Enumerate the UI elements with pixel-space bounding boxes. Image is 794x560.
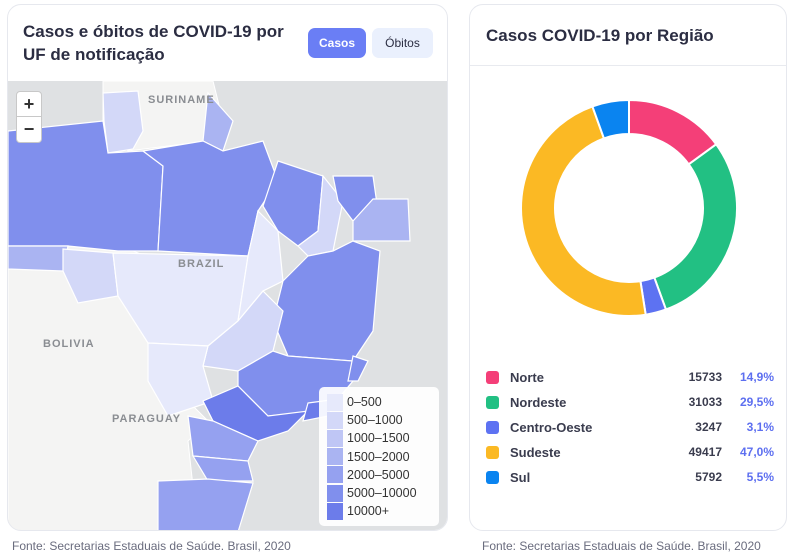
region-percentage: 5,5% (746, 470, 774, 484)
donut-slice-sudeste[interactable] (520, 105, 647, 317)
legend-row: 2000–5000 (327, 466, 431, 484)
region-color-swatch (486, 420, 499, 434)
legend-row: 1000–1500 (327, 429, 431, 447)
region-chart-title: Casos COVID-19 por Região (486, 26, 714, 45)
choropleth-map[interactable]: SURINAME BRAZIL BOLIVIA PARAGUAY + − 0–5… (8, 81, 447, 530)
legend-swatch (327, 502, 343, 520)
region-row[interactable]: Nordeste 31033 29,5% (486, 390, 774, 415)
region-row[interactable]: Sul 5792 5,5% (486, 465, 774, 490)
zoom-in-button[interactable]: + (16, 91, 42, 117)
region-name: Sul (510, 469, 531, 485)
map-label-brazil: BRAZIL (178, 258, 224, 270)
state-rondonia (62, 248, 119, 304)
state-rn-pb-pe (352, 198, 411, 242)
region-row[interactable]: Centro-Oeste 3247 3,1% (486, 415, 774, 440)
map-label-paraguay: PARAGUAY (112, 413, 181, 425)
obitos-toggle-button[interactable]: Óbitos (372, 28, 433, 58)
map-canvas: SURINAME BRAZIL BOLIVIA PARAGUAY (8, 81, 411, 530)
map-label-bolivia: BOLIVIA (43, 338, 95, 350)
region-name: Norte (510, 369, 544, 385)
region-chart-card: Casos COVID-19 por Região Norte 15733 14,9… (469, 4, 787, 531)
region-color-swatch (486, 445, 499, 459)
region-row[interactable]: Norte 15733 14,9% (486, 365, 774, 390)
casos-toggle-button[interactable]: Casos (308, 28, 366, 58)
map-legend: 0–500 500–1000 1000–1500 1500–2000 2000–5000… (319, 387, 439, 526)
map-card-title: Casos e óbitos de COVID-19 por UF de not… (23, 22, 284, 64)
legend-row: 10000+ (327, 502, 431, 520)
legend-label: 10000+ (347, 504, 390, 519)
legend-row: 0–500 (327, 393, 431, 411)
legend-label: 2000–5000 (347, 467, 410, 482)
region-row[interactable]: Sudeste 49417 47,0% (486, 440, 774, 465)
state-goias (202, 290, 284, 372)
state-bahia (272, 240, 381, 362)
region-case-count: 5792 (695, 470, 722, 484)
map-source-note: Fonte: Secretarias Estaduais de Saúde. B… (12, 539, 291, 553)
donut-slice-sul[interactable] (591, 98, 630, 140)
legend-swatch (327, 429, 343, 447)
legend-swatch (327, 448, 343, 466)
legend-label: 5000–10000 (347, 486, 417, 501)
zoom-out-button[interactable]: − (16, 117, 42, 143)
legend-label: 500–1000 (347, 413, 403, 428)
state-santa-catarina (191, 455, 254, 482)
legend-label: 0–500 (347, 395, 382, 410)
region-case-count: 49417 (688, 445, 722, 460)
region-name: Sudeste (510, 444, 561, 460)
map-card: Casos e óbitos de COVID-19 por UF de not… (7, 4, 448, 531)
donut-chart (520, 98, 738, 317)
region-name: Nordeste (510, 394, 567, 410)
region-percentage: 14,9% (739, 370, 774, 385)
map-label-suriname: SURINAME (148, 94, 215, 106)
region-color-swatch (486, 395, 499, 409)
region-case-count: 3247 (695, 420, 722, 435)
region-legend-list: Norte 15733 14,9% Nordeste 31033 29,5% Centro-… (486, 365, 774, 489)
region-percentage: 3,1% (746, 420, 774, 435)
chart-source-note: Fonte: Secretarias Estaduais de Saúde. B… (482, 539, 761, 553)
legend-swatch (327, 393, 343, 411)
state-parana (187, 415, 259, 462)
legend-row: 500–1000 (327, 411, 431, 429)
state-acre (8, 245, 69, 272)
region-percentage: 29,5% (739, 395, 774, 410)
region-name: Centro-Oeste (510, 419, 593, 435)
legend-row: 5000–10000 (327, 484, 431, 502)
legend-row: 1500–2000 (327, 448, 431, 466)
region-color-swatch (486, 370, 499, 384)
region-case-count: 31033 (688, 395, 722, 410)
legend-label: 1500–2000 (347, 449, 410, 464)
card-divider (470, 65, 786, 66)
legend-swatch (327, 411, 343, 429)
region-percentage: 47,0% (739, 445, 774, 460)
state-rio-grande-do-sul (157, 478, 254, 530)
state-roraima (102, 90, 144, 154)
region-case-count: 15733 (688, 370, 722, 385)
donut-slice-nordeste[interactable] (653, 142, 738, 311)
legend-swatch (327, 484, 343, 502)
legend-label: 1000–1500 (347, 431, 410, 446)
state-espirito-santo (347, 355, 369, 382)
region-color-swatch (486, 470, 499, 484)
legend-swatch (327, 466, 343, 484)
